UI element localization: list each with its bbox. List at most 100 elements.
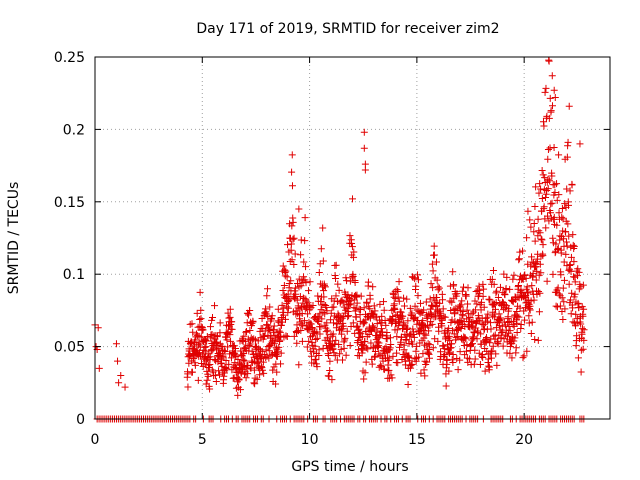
data-point — [288, 168, 296, 176]
data-point — [242, 328, 250, 336]
data-point — [225, 360, 233, 368]
data-point — [282, 332, 290, 340]
data-point — [546, 177, 554, 185]
data-point — [415, 353, 423, 361]
data-point — [580, 326, 588, 334]
data-point — [561, 305, 569, 313]
data-point — [273, 368, 281, 376]
data-point — [347, 323, 355, 331]
data-point — [292, 290, 300, 298]
data-point — [344, 291, 352, 299]
data-point — [265, 325, 273, 333]
data-point — [307, 320, 315, 328]
data-point — [340, 338, 348, 346]
data-point — [414, 276, 422, 284]
data-point — [467, 340, 475, 348]
data-point — [462, 292, 470, 300]
data-point — [226, 331, 234, 339]
data-point — [408, 309, 416, 317]
data-point — [193, 332, 201, 340]
data-point — [263, 292, 271, 300]
data-point — [373, 327, 381, 335]
data-point — [272, 380, 280, 388]
y-tick-label: 0.1 — [63, 267, 85, 283]
data-point — [506, 327, 514, 335]
data-point — [263, 285, 271, 293]
data-point — [571, 290, 579, 298]
data-point — [560, 276, 568, 284]
data-point — [240, 332, 248, 340]
data-point — [341, 334, 349, 342]
data-point — [454, 332, 462, 340]
y-tick-label: 0.25 — [54, 50, 85, 66]
data-point — [414, 292, 422, 300]
data-point — [377, 362, 385, 370]
data-point — [410, 333, 418, 341]
data-point — [491, 300, 499, 308]
data-point — [297, 236, 305, 244]
data-point — [454, 366, 462, 374]
data-point — [484, 310, 492, 318]
data-point — [404, 380, 412, 388]
data-point — [371, 353, 379, 361]
data-point — [418, 325, 426, 333]
data-point — [397, 340, 405, 348]
data-point — [571, 322, 579, 330]
data-point — [409, 340, 417, 348]
data-point — [239, 364, 247, 372]
data-point — [573, 332, 581, 340]
data-point — [295, 205, 303, 213]
data-point — [343, 277, 351, 285]
data-point — [560, 235, 568, 243]
data-point — [348, 243, 356, 251]
data-point — [550, 213, 558, 221]
data-point — [472, 287, 480, 295]
data-point — [577, 346, 585, 354]
data-point — [489, 266, 497, 274]
data-point — [202, 343, 210, 351]
data-point — [548, 72, 556, 80]
data-point — [325, 351, 333, 359]
data-point — [195, 339, 203, 347]
data-point — [566, 261, 574, 269]
data-point — [545, 114, 553, 122]
data-point — [515, 255, 523, 263]
data-point — [527, 223, 535, 231]
data-point — [535, 308, 543, 316]
data-point — [532, 183, 540, 191]
data-point — [222, 356, 230, 364]
data-point — [570, 258, 578, 266]
data-point — [309, 301, 317, 309]
data-point — [337, 345, 345, 353]
data-point — [456, 356, 464, 364]
data-point — [480, 303, 488, 311]
data-point — [551, 188, 559, 196]
data-point — [364, 345, 372, 353]
data-point — [287, 240, 295, 248]
data-point — [537, 235, 545, 243]
data-point — [362, 358, 370, 366]
data-point — [445, 324, 453, 332]
data-point — [263, 321, 271, 329]
data-point — [558, 204, 566, 212]
data-point — [253, 375, 261, 383]
data-point — [274, 348, 282, 356]
data-point — [527, 297, 535, 305]
data-point — [565, 232, 573, 240]
data-point — [277, 349, 285, 357]
data-point — [304, 299, 312, 307]
data-point — [558, 213, 566, 221]
data-point — [315, 269, 323, 277]
data-point — [562, 228, 570, 236]
data-point — [332, 261, 340, 269]
data-point — [94, 324, 102, 332]
data-point — [266, 303, 274, 311]
data-point — [564, 220, 572, 228]
data-point — [239, 356, 247, 364]
data-point — [228, 318, 236, 326]
data-point — [548, 199, 556, 207]
data-point — [468, 323, 476, 331]
data-point — [553, 196, 561, 204]
data-point — [568, 181, 576, 189]
